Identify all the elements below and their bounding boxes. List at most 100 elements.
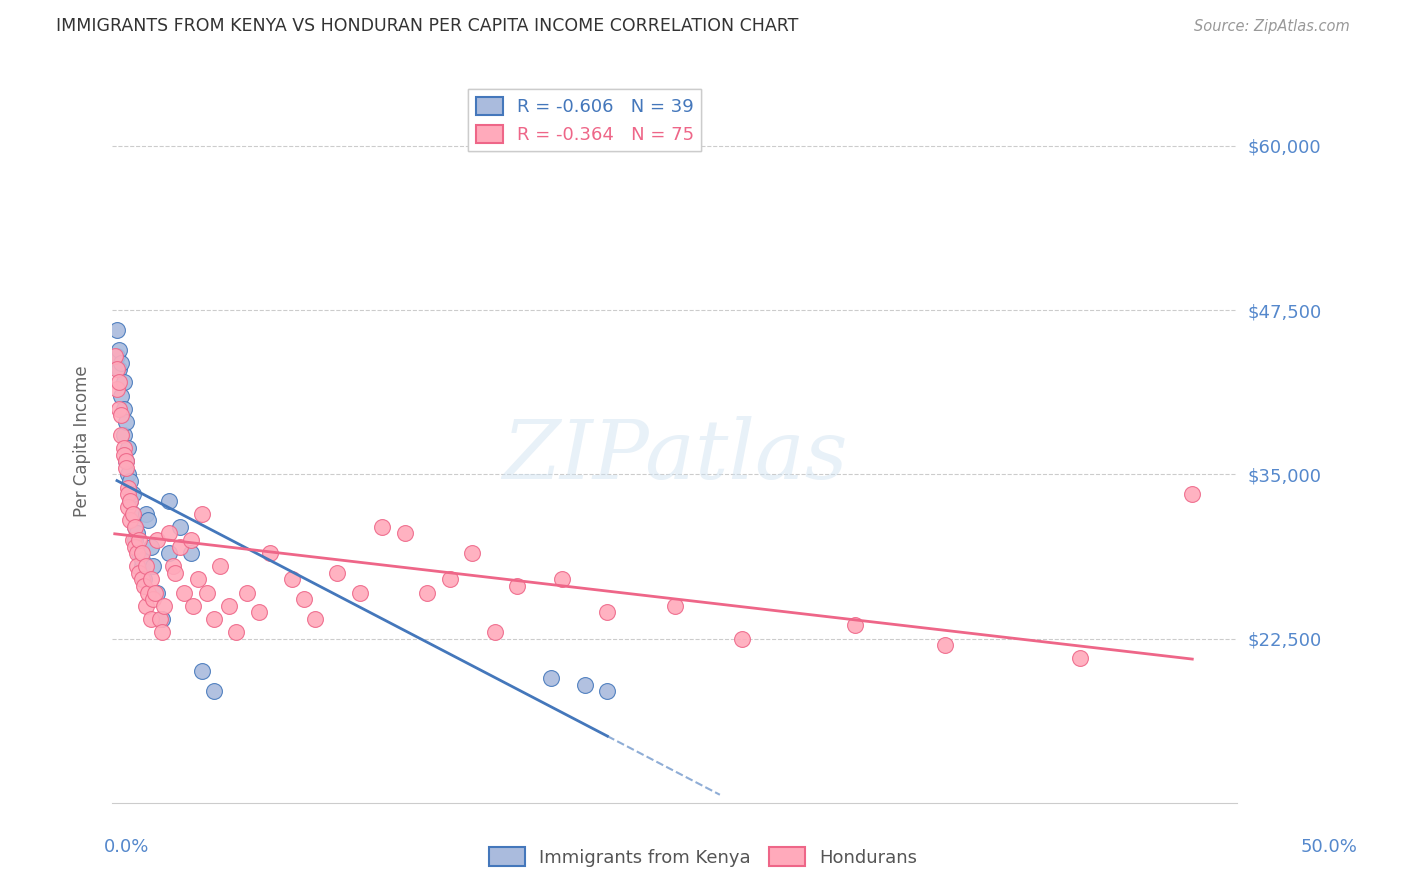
Point	[120, 493, 142, 508]
Point	[124, 540, 146, 554]
Point	[128, 546, 150, 560]
Point	[574, 677, 596, 691]
Point	[108, 401, 131, 416]
Point	[183, 599, 205, 613]
Point	[162, 559, 184, 574]
Point	[127, 559, 149, 574]
Text: 50.0%: 50.0%	[1301, 838, 1357, 855]
Point	[120, 493, 142, 508]
Point	[195, 585, 218, 599]
Point	[105, 382, 128, 396]
Point	[124, 533, 146, 547]
Point	[135, 507, 157, 521]
Point	[292, 592, 315, 607]
Point	[218, 599, 240, 613]
Point	[173, 585, 195, 599]
Point	[131, 573, 153, 587]
Point	[439, 573, 461, 587]
Point	[304, 612, 326, 626]
Point	[180, 546, 202, 560]
Point	[191, 507, 214, 521]
Point	[664, 599, 686, 613]
Point	[131, 553, 153, 567]
Point	[371, 520, 394, 534]
Point	[105, 349, 128, 363]
Point	[121, 533, 143, 547]
Point	[596, 684, 619, 698]
Point	[110, 388, 132, 402]
Point	[112, 401, 135, 416]
Point	[112, 448, 135, 462]
Point	[117, 481, 139, 495]
Point	[105, 362, 128, 376]
Point	[150, 625, 173, 640]
Point	[121, 507, 143, 521]
Point	[394, 526, 416, 541]
Point	[131, 546, 153, 560]
Point	[108, 343, 131, 357]
Point	[236, 585, 259, 599]
Point	[157, 546, 180, 560]
Point	[153, 599, 176, 613]
Point	[132, 579, 155, 593]
Point	[1069, 651, 1091, 665]
Point	[117, 441, 139, 455]
Point	[326, 566, 349, 580]
Point	[180, 533, 202, 547]
Point	[121, 487, 143, 501]
Point	[157, 493, 180, 508]
Point	[731, 632, 754, 646]
Point	[117, 467, 139, 482]
Point	[135, 599, 157, 613]
Legend: Immigrants from Kenya, Hondurans: Immigrants from Kenya, Hondurans	[481, 840, 925, 874]
Text: Source: ZipAtlas.com: Source: ZipAtlas.com	[1194, 20, 1350, 34]
Point	[506, 579, 529, 593]
Point	[112, 441, 135, 455]
Point	[202, 684, 225, 698]
Point	[146, 533, 169, 547]
Point	[461, 546, 484, 560]
Point	[110, 356, 132, 370]
Point	[112, 428, 135, 442]
Text: 0.0%: 0.0%	[104, 838, 149, 855]
Point	[844, 618, 866, 632]
Point	[108, 362, 131, 376]
Point	[209, 559, 232, 574]
Point	[104, 349, 127, 363]
Point	[124, 520, 146, 534]
Point	[110, 409, 132, 423]
Point	[135, 559, 157, 574]
Point	[128, 566, 150, 580]
Point	[596, 605, 619, 619]
Point	[349, 585, 371, 599]
Point	[551, 573, 574, 587]
Point	[1181, 487, 1204, 501]
Point	[416, 585, 439, 599]
Text: IMMIGRANTS FROM KENYA VS HONDURAN PER CAPITA INCOME CORRELATION CHART: IMMIGRANTS FROM KENYA VS HONDURAN PER CA…	[56, 17, 799, 35]
Point	[120, 474, 142, 488]
Point	[139, 540, 162, 554]
Point	[110, 428, 132, 442]
Point	[117, 487, 139, 501]
Point	[127, 526, 149, 541]
Point	[121, 507, 143, 521]
Point	[139, 573, 162, 587]
Point	[138, 513, 160, 527]
Point	[169, 540, 191, 554]
Point	[225, 625, 247, 640]
Point	[124, 520, 146, 534]
Point	[117, 500, 139, 515]
Point	[149, 612, 172, 626]
Point	[115, 415, 138, 429]
Point	[131, 559, 153, 574]
Point	[540, 671, 562, 685]
Point	[112, 376, 135, 390]
Point	[165, 566, 187, 580]
Point	[115, 454, 138, 468]
Point	[132, 573, 155, 587]
Point	[115, 454, 138, 468]
Point	[120, 513, 142, 527]
Point	[128, 533, 150, 547]
Point	[138, 585, 160, 599]
Point	[142, 592, 165, 607]
